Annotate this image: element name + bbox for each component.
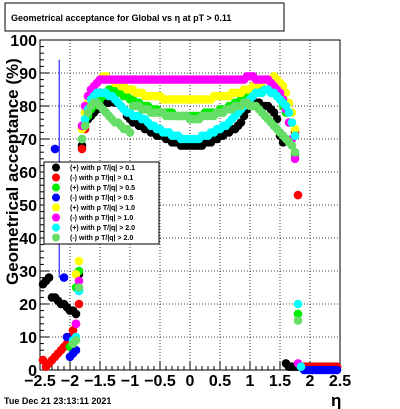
x-tick-label: 0 — [186, 373, 195, 390]
legend-label: (+) with p T/|q| > 0.5 — [70, 185, 135, 192]
data-point — [71, 336, 81, 345]
data-point — [77, 144, 87, 154]
x-tick-label: −1 — [121, 373, 139, 390]
data-point — [77, 134, 87, 144]
data-point — [125, 128, 135, 137]
series-8 — [68, 98, 303, 348]
x-tick-labels: −2.5 −2 −1.5 −1 −0.5 0 0.5 1 1.5 2 2.5 — [24, 373, 351, 390]
y-tick-label: 40 — [19, 231, 37, 248]
y-tick-label: 50 — [19, 198, 37, 215]
data-point — [74, 299, 84, 309]
data-point — [281, 88, 291, 98]
legend-label: (-) with p T/|q| > 0.5 — [70, 195, 133, 202]
data-point — [74, 256, 84, 266]
data-point — [59, 273, 69, 282]
data-point — [296, 362, 306, 372]
x-tick-label: 2 — [306, 373, 315, 390]
data-point — [293, 316, 303, 325]
x-tick-label: −1.5 — [84, 373, 116, 390]
legend: (+) with p T/|q| > 0.1 (-) with p T/|q| >… — [43, 161, 160, 245]
data-point — [290, 154, 300, 164]
data-point — [269, 108, 279, 117]
legend-marker — [52, 213, 60, 222]
data-points — [38, 59, 342, 375]
data-point — [80, 121, 90, 131]
data-point — [332, 365, 342, 375]
legend-label: (-) with p T/|q| > 2.0 — [70, 235, 133, 242]
x-axis-title: η — [331, 391, 341, 409]
chart-title: Geometrical acceptance for Global vs η a… — [11, 13, 231, 23]
y-tick-label: 0 — [28, 363, 37, 380]
data-point — [290, 131, 300, 140]
timestamp: Tue Dec 21 23:13:11 2021 — [4, 396, 111, 406]
x-tick-label: −0.5 — [144, 373, 176, 390]
data-point — [287, 141, 297, 150]
y-tick-label: 80 — [19, 99, 37, 116]
data-point — [71, 270, 81, 279]
data-point — [293, 190, 303, 200]
data-point — [290, 124, 300, 134]
data-point — [290, 147, 300, 157]
x-tick-label: 1.5 — [269, 373, 291, 390]
data-point — [71, 345, 81, 355]
y-axis-title: Geometrical acceptance (%) — [3, 58, 22, 285]
legend-box — [43, 161, 160, 245]
y-tick-label: 10 — [19, 330, 37, 347]
legend-marker — [52, 233, 60, 242]
data-point — [83, 108, 93, 117]
data-point — [293, 309, 303, 319]
data-point — [71, 319, 81, 329]
x-tick-label: −2.5 — [24, 373, 56, 390]
legend-label: (-) with p T/|q| > 1.0 — [70, 215, 133, 222]
data-point — [50, 144, 60, 154]
data-point — [287, 118, 297, 127]
x-tick-label: 2.5 — [329, 373, 351, 390]
y-tick-label: 20 — [19, 297, 37, 314]
data-point — [74, 276, 84, 286]
data-point — [71, 309, 81, 319]
legend-marker — [52, 163, 60, 172]
legend-label: (+) with p T/|q| > 2.0 — [70, 225, 135, 232]
legend-label: (+) with p T/|q| > 1.0 — [70, 205, 135, 212]
data-point — [80, 114, 90, 124]
data-point — [284, 108, 294, 117]
legend-label: (+) with p T/|q| > 0.1 — [70, 165, 135, 172]
legend-marker — [52, 173, 60, 182]
y-tick-label: 90 — [19, 66, 37, 83]
y-tick-labels: 0 10 20 30 40 50 60 70 80 90 100 — [10, 33, 37, 380]
data-point — [68, 326, 78, 335]
y-tick-label: 100 — [10, 33, 37, 50]
series-6 — [71, 72, 306, 372]
data-point — [293, 299, 303, 309]
data-point — [44, 273, 54, 282]
y-tick-label: 30 — [19, 264, 37, 281]
y-tick-label: 70 — [19, 132, 37, 149]
legend-marker — [52, 193, 60, 202]
data-point — [236, 118, 246, 127]
legend-marker — [52, 223, 60, 232]
x-tick-label: 0.5 — [209, 373, 231, 390]
data-point — [281, 101, 291, 111]
legend-label: (-) with p T/|q| > 0.1 — [70, 175, 133, 182]
title-box — [4, 2, 285, 32]
data-point — [74, 283, 84, 292]
legend-marker — [52, 183, 60, 192]
y-tick-label: 60 — [19, 165, 37, 182]
legend-marker — [52, 203, 60, 212]
x-tick-label: −2 — [61, 373, 79, 390]
x-tick-label: 1 — [246, 373, 255, 390]
